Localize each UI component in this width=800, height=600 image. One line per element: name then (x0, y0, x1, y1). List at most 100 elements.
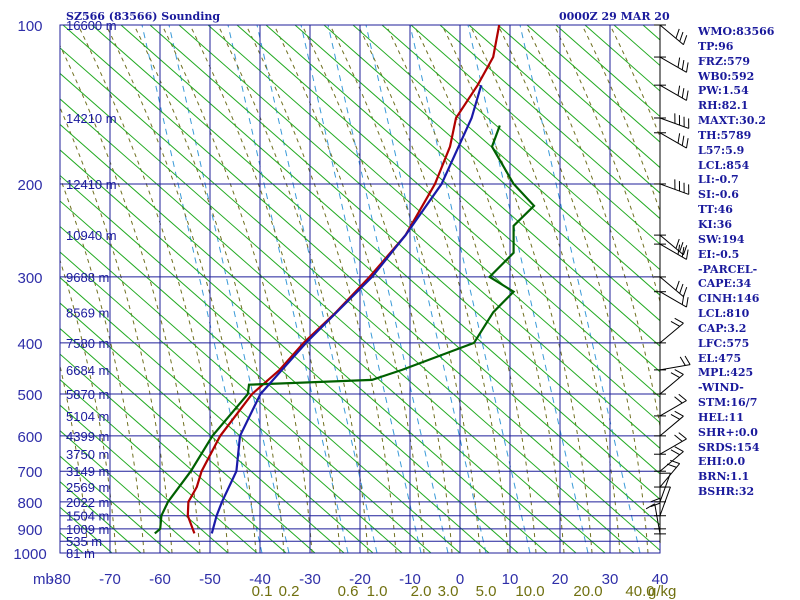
wind-barb-staff (659, 291, 687, 308)
station-title: SZ566 (83566) Sounding (66, 10, 221, 23)
index-item: -PARCEL- (698, 262, 758, 276)
dry-adiabat (526, 25, 660, 143)
dry-adiabat (236, 25, 660, 398)
mixing-ratio-label: 20.0 (573, 583, 602, 600)
profile-lines (154, 25, 536, 535)
temperature-tick-label: -40 (249, 571, 271, 588)
moist-adiabat (469, 25, 621, 553)
pressure-tick-label: 100 (17, 18, 42, 35)
moist-adiabat (301, 25, 453, 553)
moist-adiabat (189, 25, 341, 553)
index-item: LI:-0.7 (698, 173, 739, 187)
moist-adiabat (60, 176, 145, 553)
index-item: MPL:425 (698, 366, 754, 380)
moist-adiabat (133, 25, 285, 553)
wind-barb-feather (645, 503, 655, 510)
temperature-tick-label: -60 (149, 571, 171, 588)
wind-barb-feather (681, 294, 685, 305)
index-item: SI:-0.6 (698, 188, 739, 202)
dry-adiabat (323, 25, 660, 322)
wind-barb-feather (666, 463, 677, 468)
index-item: BSHR:32 (698, 485, 755, 499)
wind-barb-feather (650, 497, 661, 503)
pressure-tick-label: 500 (17, 387, 42, 404)
moist-adiabat (0, 25, 4, 553)
mixing-ratio-line (365, 25, 487, 553)
wind-barb-staff (659, 84, 687, 101)
wind-barb-staff (654, 503, 661, 534)
dry-adiabat (555, 25, 660, 118)
wind-barb-feather (675, 238, 680, 249)
temperature-tick-label: -30 (299, 571, 321, 588)
height-label: 81 m (66, 546, 95, 561)
mixing-ratio-lines (141, 25, 641, 553)
index-item: LCL:854 (698, 158, 750, 172)
dry-adiabat (439, 25, 660, 220)
height-label: 7580 m (66, 336, 109, 351)
height-label: 8569 m (66, 305, 109, 320)
wind-barb-feather (677, 244, 681, 255)
index-item: LFC:575 (698, 336, 750, 350)
height-label: 2022 m (66, 495, 109, 510)
dry-adiabat (468, 25, 660, 194)
pressure-tick-label: 700 (17, 464, 42, 481)
index-item: WMO:83566 (698, 25, 775, 38)
temperature-tick-label: 30 (602, 571, 619, 588)
wind-barb-feather (686, 62, 689, 73)
mixing-ratio-line (256, 25, 378, 553)
wind-barb-staff (659, 24, 684, 46)
index-item: WB0:592 (698, 69, 755, 83)
index-item: STM:16/7 (698, 396, 758, 410)
wind-barb-feather (686, 90, 689, 101)
dry-adiabat (410, 25, 660, 245)
wind-barb-feather (681, 88, 685, 99)
dry-adiabat (352, 25, 660, 296)
dewpoint-profile (154, 125, 536, 535)
temperature-tick-label: 40 (652, 571, 669, 588)
temperature-tick-label: 0 (456, 571, 464, 588)
height-label: 1009 m (66, 522, 109, 537)
mixing-ratio-label: 0.1 (252, 583, 273, 600)
wind-barb-feather (670, 459, 680, 465)
wind-barb-staff (659, 486, 671, 516)
moist-adiabat (77, 25, 229, 553)
height-label: 10940 m (66, 228, 117, 243)
dry-adiabat (60, 225, 432, 553)
dry-adiabat (60, 276, 374, 553)
index-item: MAXT:30.2 (698, 114, 766, 128)
mixing-ratio-label: 2.0 (411, 583, 432, 600)
wind-barb-feather (686, 138, 689, 149)
moist-adiabat (245, 25, 397, 553)
wind-barb-staff (659, 400, 687, 417)
wind-barb-feather (674, 446, 684, 452)
dry-adiabat (149, 25, 660, 475)
height-label: 6684 m (66, 363, 109, 378)
moist-adiabat (441, 25, 593, 553)
dry-adiabat (60, 251, 403, 553)
wind-barb-feather (674, 369, 684, 375)
pressure-tick-label: 900 (17, 522, 42, 539)
height-label: 2569 m (66, 480, 109, 495)
mixing-ratio-label: 10.0 (515, 583, 544, 600)
pressure-unit-label: mb (33, 571, 54, 588)
temperature-tick-label: -10 (399, 571, 421, 588)
height-label: 5104 m (66, 409, 109, 424)
dry-adiabat (62, 25, 660, 552)
wind-barb-feather (681, 59, 685, 70)
pressure-tick-label: 1000 (13, 546, 46, 563)
index-item: SHR+:0.0 (698, 425, 758, 439)
wind-barb-staff (659, 322, 684, 344)
mixing-ratio-line (168, 25, 290, 553)
dry-adiabat (120, 25, 660, 500)
moist-adiabat (60, 258, 117, 553)
wind-barb-feather (674, 410, 684, 417)
index-item: KI:36 (698, 217, 733, 231)
dry-adiabat (60, 47, 635, 553)
temperature-tick-label: 10 (502, 571, 519, 588)
index-item: CINH:146 (698, 292, 760, 306)
index-item: SW:194 (698, 232, 745, 246)
height-label: 3750 m (66, 447, 109, 462)
moist-adiabat (329, 25, 481, 553)
mixing-ratio-unit: g/kg (648, 583, 676, 600)
moist-adiabat (273, 25, 425, 553)
